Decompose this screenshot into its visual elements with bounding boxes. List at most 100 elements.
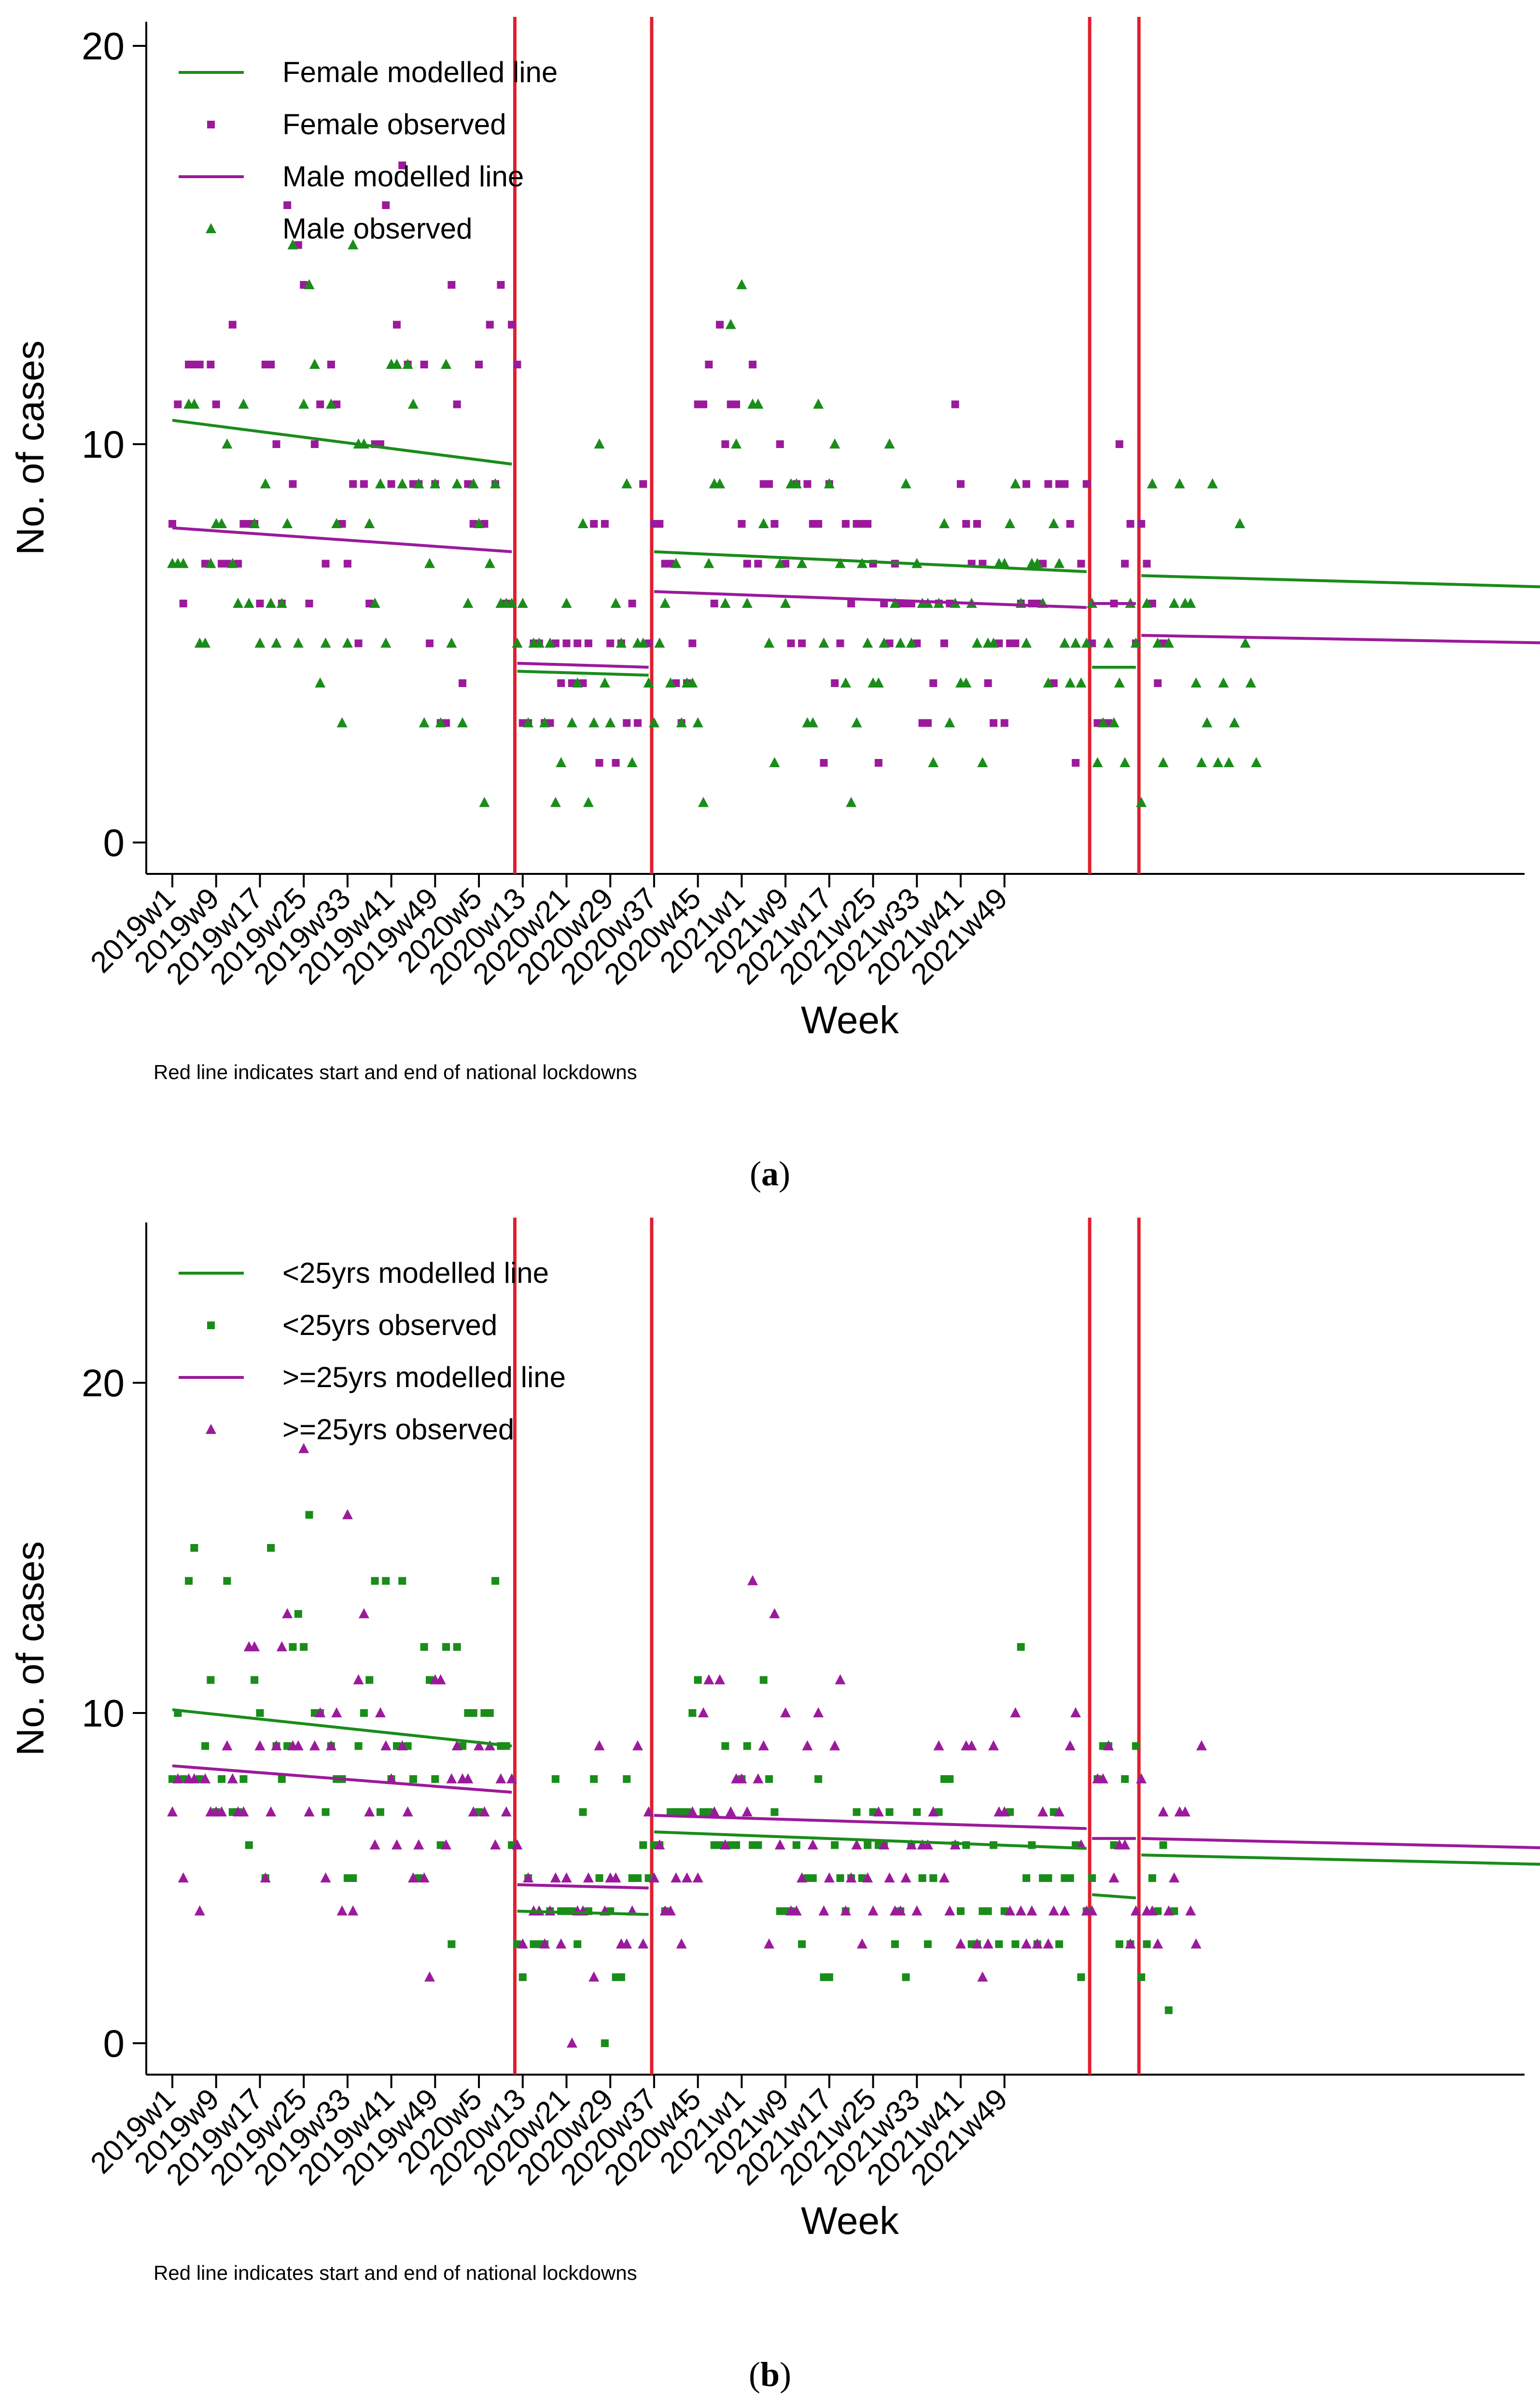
x-axis-title: Week	[801, 998, 899, 1041]
data-point	[1152, 637, 1163, 648]
data-point	[282, 1608, 293, 1618]
data-point	[824, 1872, 835, 1882]
data-point	[627, 757, 638, 767]
data-point	[556, 757, 567, 767]
data-point	[913, 1808, 921, 1816]
data-point	[298, 1443, 309, 1453]
y-tick-label: 10	[82, 1692, 125, 1735]
data-point	[1044, 1874, 1052, 1882]
data-point	[409, 1775, 417, 1783]
data-point	[656, 520, 664, 528]
data-point	[442, 1643, 450, 1651]
data-point	[1088, 1874, 1096, 1882]
data-point	[289, 480, 297, 488]
data-point	[486, 321, 494, 329]
data-point	[617, 1973, 625, 1981]
data-point	[178, 1872, 189, 1882]
data-point	[977, 757, 988, 767]
data-point	[1017, 1643, 1025, 1651]
data-point	[475, 361, 483, 368]
data-point	[369, 598, 380, 608]
data-point	[758, 1740, 769, 1751]
data-point	[431, 1775, 439, 1783]
data-point	[545, 637, 556, 648]
data-point	[425, 639, 434, 647]
data-point	[1152, 1938, 1163, 1949]
data-point	[1103, 1740, 1114, 1751]
data-point	[639, 1841, 647, 1849]
data-point	[623, 719, 631, 727]
modelled-segment	[1141, 634, 1540, 645]
data-point	[167, 1806, 178, 1817]
data-point	[212, 400, 220, 408]
modelled-segment	[654, 1830, 1087, 1850]
data-point	[376, 1808, 384, 1816]
modelled-segment	[1092, 1893, 1136, 1900]
data-point	[216, 1806, 227, 1817]
data-point	[884, 1872, 895, 1882]
data-point	[774, 1839, 785, 1850]
data-point	[709, 1806, 720, 1817]
legend: <25yrs modelled line <25yrs observed >=25y…	[179, 1257, 566, 1446]
data-point	[928, 1806, 939, 1817]
series-male-modelled-line	[172, 526, 1540, 669]
data-point	[1026, 1905, 1037, 1916]
data-point	[962, 520, 970, 528]
data-point	[584, 639, 592, 647]
data-point	[501, 1806, 512, 1817]
data-point	[621, 1938, 632, 1949]
modelled-segment	[1141, 574, 1540, 589]
data-point	[999, 1806, 1010, 1817]
data-point	[1130, 1905, 1141, 1916]
data-point	[1010, 478, 1021, 489]
data-point	[725, 319, 736, 329]
data-point	[322, 1808, 330, 1816]
data-point	[451, 1740, 462, 1751]
data-point	[315, 1707, 326, 1717]
data-point	[988, 637, 999, 648]
data-point	[397, 1740, 408, 1751]
data-point	[254, 1740, 266, 1751]
data-point	[561, 598, 572, 608]
data-point	[699, 400, 707, 408]
data-point	[448, 281, 456, 289]
data-point	[754, 1841, 762, 1849]
data-point	[895, 637, 906, 648]
data-point	[1136, 797, 1147, 807]
data-point	[276, 1641, 287, 1652]
data-point	[736, 279, 747, 289]
data-point	[770, 1808, 779, 1816]
data-point	[223, 1577, 231, 1585]
data-point	[453, 400, 461, 408]
data-point	[424, 558, 435, 568]
data-point	[448, 1940, 456, 1948]
data-point	[990, 719, 997, 727]
legend-marker-key	[206, 1424, 216, 1434]
data-point	[1043, 1938, 1054, 1949]
data-point	[1032, 558, 1043, 568]
legend: Female modelled line Female observed Male …	[179, 56, 558, 245]
data-point	[906, 637, 917, 648]
data-point	[1087, 1905, 1098, 1916]
data-point	[928, 757, 939, 767]
data-point	[413, 478, 424, 489]
data-point	[1054, 1806, 1065, 1817]
data-point	[900, 478, 911, 489]
data-point	[946, 1775, 954, 1783]
data-point	[441, 1839, 451, 1850]
modelled-segment	[1141, 1837, 1540, 1850]
data-point	[1059, 1905, 1070, 1916]
data-point	[1163, 637, 1174, 648]
data-point	[1179, 1806, 1190, 1817]
data-point	[747, 1575, 758, 1586]
panel-caption: (a)	[750, 1154, 790, 1193]
data-point	[671, 1872, 682, 1882]
data-point	[742, 1806, 753, 1817]
data-point	[462, 598, 474, 608]
data-point	[305, 1511, 313, 1519]
data-point	[227, 558, 238, 568]
data-point	[562, 639, 571, 647]
data-point	[354, 639, 363, 647]
data-point	[1143, 560, 1151, 568]
data-point	[218, 1775, 226, 1783]
